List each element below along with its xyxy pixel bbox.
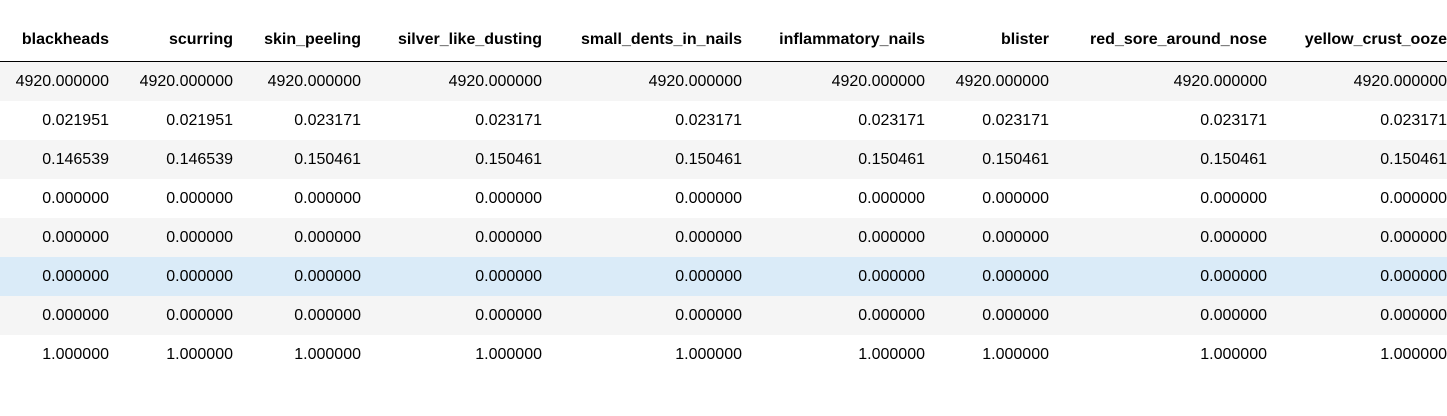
- table-cell: 0.000000: [233, 257, 361, 296]
- table-cell: 0.000000: [361, 257, 542, 296]
- describe-table: blackheads scurring skin_peeling silver_…: [0, 20, 1447, 374]
- table-cell: 0.000000: [361, 179, 542, 218]
- table-cell: 0.000000: [1049, 257, 1267, 296]
- column-header-blister: blister: [925, 20, 1049, 62]
- table-cell: 0.000000: [0, 179, 109, 218]
- table-cell: 0.000000: [925, 257, 1049, 296]
- table-cell: 0.000000: [0, 296, 109, 335]
- table-cell: 4920.000000: [742, 61, 925, 101]
- table-cell: 0.000000: [925, 179, 1049, 218]
- table-cell: 0.000000: [542, 296, 742, 335]
- column-header-yellow-crust-ooze: yellow_crust_ooze: [1267, 20, 1447, 62]
- table-cell: 0.000000: [1049, 218, 1267, 257]
- table-cell: 0.000000: [742, 179, 925, 218]
- table-cell: 1.000000: [742, 335, 925, 374]
- table-cell: 0.023171: [542, 101, 742, 140]
- table-cell: 1.000000: [542, 335, 742, 374]
- table-row: 4920.000000 4920.000000 4920.000000 4920.00…: [0, 61, 1447, 101]
- table-cell: 0.000000: [361, 296, 542, 335]
- table-cell: 0.000000: [742, 218, 925, 257]
- table-cell: 4920.000000: [361, 61, 542, 101]
- table-cell: 0.000000: [233, 179, 361, 218]
- table-cell: 0.000000: [233, 296, 361, 335]
- table-cell: 0.023171: [233, 101, 361, 140]
- table-cell: 4920.000000: [0, 61, 109, 101]
- table-cell: 1.000000: [361, 335, 542, 374]
- table-row: 0.000000 0.000000 0.000000 0.000000 0.000000…: [0, 218, 1447, 257]
- table-cell: 1.000000: [109, 335, 233, 374]
- table-cell: 0.000000: [109, 218, 233, 257]
- table-cell: 0.150461: [742, 140, 925, 179]
- table-cell: 0.146539: [109, 140, 233, 179]
- table-cell: 0.000000: [0, 257, 109, 296]
- table-cell: 0.023171: [1049, 101, 1267, 140]
- table-cell: 0.150461: [1267, 140, 1447, 179]
- table-cell: 0.150461: [925, 140, 1049, 179]
- table-cell: 0.150461: [1049, 140, 1267, 179]
- table-cell: 0.000000: [742, 296, 925, 335]
- table-cell: 0.000000: [0, 218, 109, 257]
- column-header-silver-like-dusting: silver_like_dusting: [361, 20, 542, 62]
- table-cell: 0.000000: [109, 257, 233, 296]
- column-header-small-dents-in-nails: small_dents_in_nails: [542, 20, 742, 62]
- table-row: 1.000000 1.000000 1.000000 1.000000 1.000000…: [0, 335, 1447, 374]
- table-cell: 0.150461: [233, 140, 361, 179]
- table-body: 4920.000000 4920.000000 4920.000000 4920.00…: [0, 61, 1447, 374]
- table-cell: 0.000000: [542, 257, 742, 296]
- table-cell: 0.000000: [1267, 218, 1447, 257]
- table-cell: 0.023171: [925, 101, 1049, 140]
- table-cell: 0.000000: [925, 218, 1049, 257]
- table-cell: 4920.000000: [233, 61, 361, 101]
- table-cell: 0.000000: [233, 218, 361, 257]
- table-cell: 0.000000: [542, 179, 742, 218]
- table-cell: 0.150461: [361, 140, 542, 179]
- table-cell: 0.000000: [109, 179, 233, 218]
- column-header-scurring: scurring: [109, 20, 233, 62]
- table-cell: 1.000000: [1267, 335, 1447, 374]
- table-cell: 0.000000: [1049, 296, 1267, 335]
- column-header-inflammatory-nails: inflammatory_nails: [742, 20, 925, 62]
- column-header-red-sore-around-nose: red_sore_around_nose: [1049, 20, 1267, 62]
- table-row: 0.000000 0.000000 0.000000 0.000000 0.000000…: [0, 179, 1447, 218]
- table-cell: 0.000000: [1267, 257, 1447, 296]
- column-header-skin-peeling: skin_peeling: [233, 20, 361, 62]
- table-cell: 0.146539: [0, 140, 109, 179]
- table-cell: 0.023171: [742, 101, 925, 140]
- table-cell: 0.000000: [1267, 179, 1447, 218]
- table-cell: 0.023171: [1267, 101, 1447, 140]
- table-cell: 0.021951: [0, 101, 109, 140]
- table-cell: 4920.000000: [542, 61, 742, 101]
- table-cell: 0.000000: [542, 218, 742, 257]
- column-header-blackheads: blackheads: [0, 20, 109, 62]
- table-cell: 4920.000000: [1267, 61, 1447, 101]
- table-row: 0.000000 0.000000 0.000000 0.000000 0.000000…: [0, 296, 1447, 335]
- table-row: 0.021951 0.021951 0.023171 0.023171 0.023171…: [0, 101, 1447, 140]
- table-cell: 1.000000: [233, 335, 361, 374]
- table-row: 0.000000 0.000000 0.000000 0.000000 0.000000…: [0, 257, 1447, 296]
- table-cell: 4920.000000: [109, 61, 233, 101]
- table-cell: 0.000000: [109, 296, 233, 335]
- table-cell: 0.000000: [1049, 179, 1267, 218]
- table-row: 0.146539 0.146539 0.150461 0.150461 0.150461…: [0, 140, 1447, 179]
- table-cell: 1.000000: [1049, 335, 1267, 374]
- table-cell: 0.150461: [542, 140, 742, 179]
- table-cell: 0.000000: [1267, 296, 1447, 335]
- table-cell: 4920.000000: [1049, 61, 1267, 101]
- table-cell: 0.023171: [361, 101, 542, 140]
- table-cell: 1.000000: [0, 335, 109, 374]
- table-cell: 0.021951: [109, 101, 233, 140]
- table-cell: 1.000000: [925, 335, 1049, 374]
- table-cell: 4920.000000: [925, 61, 1049, 101]
- table-cell: 0.000000: [361, 218, 542, 257]
- header-row: blackheads scurring skin_peeling silver_…: [0, 20, 1447, 62]
- table-cell: 0.000000: [925, 296, 1049, 335]
- table-cell: 0.000000: [742, 257, 925, 296]
